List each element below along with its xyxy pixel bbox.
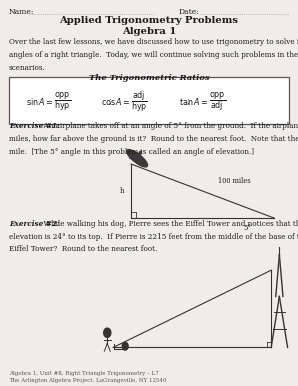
Text: $;$: $;$ <box>108 97 112 107</box>
Polygon shape <box>134 151 142 161</box>
Circle shape <box>104 328 111 337</box>
Text: 5°: 5° <box>243 224 251 232</box>
Text: Exercise #2:: Exercise #2: <box>9 220 59 228</box>
Text: An airplane takes off at an angle of 5° from the ground.  If the airplane travel: An airplane takes off at an angle of 5° … <box>39 122 298 130</box>
Circle shape <box>122 342 128 350</box>
Text: Eiffel Tower?  Round to the nearest foot.: Eiffel Tower? Round to the nearest foot. <box>9 245 157 253</box>
Text: Algebra 1: Algebra 1 <box>122 27 176 36</box>
Text: Name:: Name: <box>9 8 35 16</box>
Text: Algebra 1, Unit #8, Right Triangle Trigonometry – L7: Algebra 1, Unit #8, Right Triangle Trigo… <box>9 371 159 376</box>
Polygon shape <box>130 151 134 158</box>
Polygon shape <box>127 150 148 167</box>
Text: $\mathrm{cos}\,A=$: $\mathrm{cos}\,A=$ <box>102 96 131 107</box>
Text: $;$: $;$ <box>186 97 190 107</box>
Text: Date:: Date: <box>179 8 200 16</box>
Text: scenarios.: scenarios. <box>9 64 46 72</box>
Text: $\mathrm{sin}\,A=$: $\mathrm{sin}\,A=$ <box>26 96 54 107</box>
Text: elevation is 24° to its top.  If Pierre is 2215 feet from the middle of the base: elevation is 24° to its top. If Pierre i… <box>9 232 298 240</box>
Text: $\mathrm{tan}\,A=$: $\mathrm{tan}\,A=$ <box>179 96 209 107</box>
Text: mile.  [The 5° angle in this problem is called an angle of elevation.]: mile. [The 5° angle in this problem is c… <box>9 147 254 156</box>
Text: $\dfrac{\mathrm{adj}}{\mathrm{hyp}}$: $\dfrac{\mathrm{adj}}{\mathrm{hyp}}$ <box>131 90 148 114</box>
Text: While walking his dog, Pierre sees the Eiffel Tower and notices that the angle o: While walking his dog, Pierre sees the E… <box>39 220 298 228</box>
Text: miles, how far above the ground is it?  Round to the nearest foot.  Note that th: miles, how far above the ground is it? R… <box>9 135 298 143</box>
Text: h: h <box>120 187 125 195</box>
Text: The Arlington Algebra Project, LaGrangeville, NY 12540: The Arlington Algebra Project, LaGrangev… <box>9 378 167 383</box>
Text: angles of a right triangle.  Today, we will continue solving such problems in th: angles of a right triangle. Today, we wi… <box>9 51 298 59</box>
Text: Over the last few lessons, we have discussed how to use trigonometry to solve fo: Over the last few lessons, we have discu… <box>9 38 298 46</box>
Text: The Trigonometric Ratios: The Trigonometric Ratios <box>89 74 209 82</box>
Text: Exercise #1:: Exercise #1: <box>9 122 59 130</box>
Text: 100 miles: 100 miles <box>218 177 250 185</box>
Text: $\dfrac{\mathrm{opp}}{\mathrm{hyp}}$: $\dfrac{\mathrm{opp}}{\mathrm{hyp}}$ <box>54 91 71 113</box>
FancyBboxPatch shape <box>9 77 289 124</box>
Text: Applied Trigonometry Problems: Applied Trigonometry Problems <box>60 16 238 25</box>
Text: $\dfrac{\mathrm{opp}}{\mathrm{adj}}$: $\dfrac{\mathrm{opp}}{\mathrm{adj}}$ <box>209 91 226 113</box>
